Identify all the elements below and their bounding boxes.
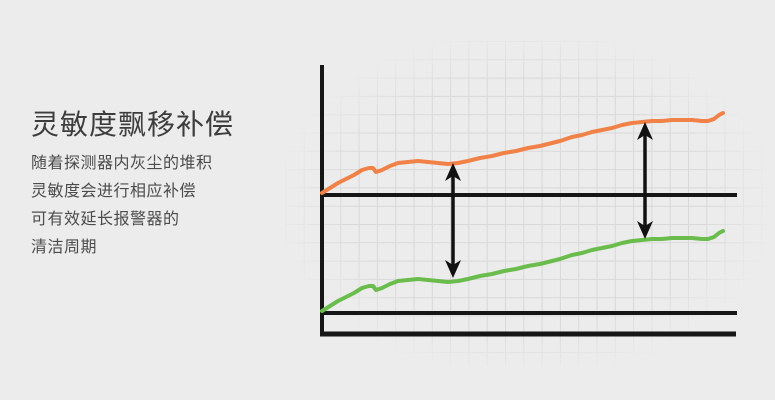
- text-panel: 灵敏度飘移补偿 随着探测器内灰尘的堆积 灵敏度会进行相应补偿 可有效延长报警器的…: [31, 108, 291, 268]
- description-line: 清洁周期: [31, 239, 98, 256]
- description-line: 灵敏度会进行相应补偿: [31, 183, 197, 200]
- arrowhead-down-icon: [637, 221, 653, 239]
- arrowhead-up-icon: [445, 163, 461, 181]
- grid-paper: [285, 40, 766, 366]
- upper-line-orange: [320, 111, 725, 195]
- gap-arrow-right: [637, 122, 653, 239]
- gap-arrow-left: [445, 163, 461, 278]
- description-line: 随着探测器内灰尘的堆积: [31, 155, 213, 172]
- lower-line-green: [320, 229, 725, 313]
- arrowhead-down-icon: [445, 260, 461, 278]
- arrowhead-up-icon: [637, 122, 653, 140]
- description-line: 可有效延长报警器的: [31, 211, 180, 228]
- page-title: 灵敏度飘移补偿: [31, 109, 235, 140]
